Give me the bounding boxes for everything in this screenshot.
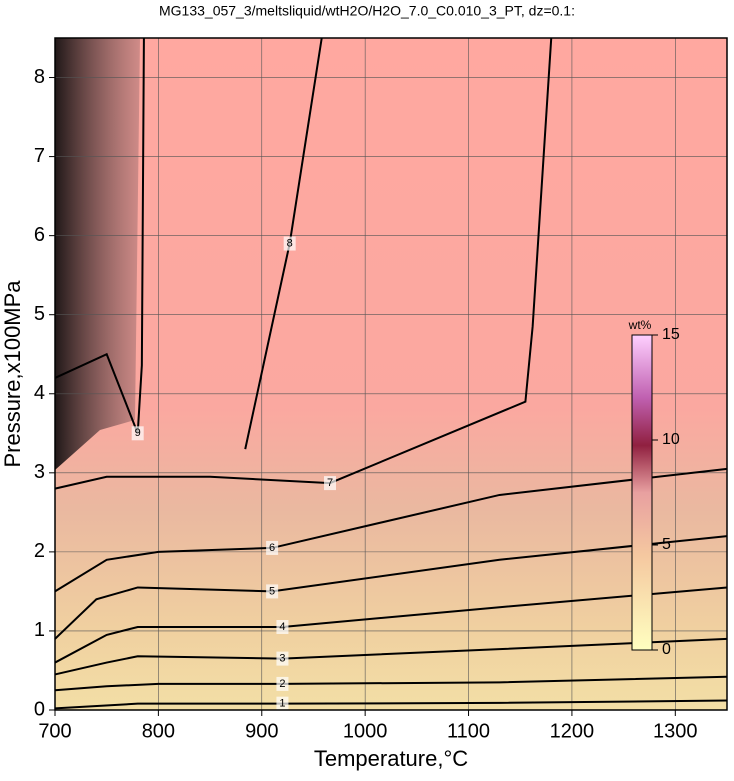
- y-tick-label: 7: [34, 145, 45, 167]
- contour-line: [54, 586, 728, 664]
- contour-label: 2: [279, 678, 285, 690]
- contour-line: [54, 467, 728, 593]
- contour-label-bg: [276, 619, 289, 634]
- y-axis-label: Pressure,x100MPa: [0, 280, 25, 468]
- colorbar-label: wt%: [628, 318, 652, 332]
- contour-label: 4: [279, 621, 285, 633]
- grid: [54, 38, 727, 711]
- contour-label-bg: [283, 236, 296, 251]
- contour-label: 7: [327, 477, 333, 489]
- colorbar: [631, 334, 653, 651]
- colorbar-tick-label: 0: [662, 641, 671, 658]
- y-tick-label: 1: [34, 619, 45, 641]
- contour-label-bg: [266, 584, 279, 599]
- contour-line: [54, 637, 728, 676]
- x-tick-label: 1000: [343, 720, 388, 742]
- plot-frame: [54, 37, 728, 711]
- colorbar-tick-label: 10: [662, 431, 680, 448]
- contour-label-bg: [131, 426, 144, 441]
- contour-label: 9: [135, 427, 141, 439]
- y-tick-label: 6: [34, 224, 45, 246]
- y-tick-label: 0: [34, 698, 45, 720]
- y-tick-label: 3: [34, 461, 45, 483]
- chart-title: MG133_057_3/meltsliquid/wtH2O/H2O_7.0_C0…: [159, 3, 575, 19]
- contours: 1 2 3 4 5 6 7 8 9: [54, 37, 728, 711]
- x-tick-label: 900: [245, 720, 278, 742]
- contour-label: 3: [279, 653, 285, 665]
- x-tick-label: 700: [38, 720, 71, 742]
- x-tick-label: 800: [142, 720, 175, 742]
- contour-label: 8: [287, 237, 293, 249]
- y-tick-label: 2: [34, 540, 45, 562]
- y-tick-label: 8: [34, 66, 45, 88]
- y-tick-label: 5: [34, 303, 45, 325]
- colorbar-tick-label: 5: [662, 536, 671, 553]
- contour-label-bg: [324, 476, 337, 491]
- contour-label: 1: [279, 698, 285, 710]
- contour-line: [54, 675, 728, 692]
- contour-label-bg: [266, 540, 279, 555]
- dark-region: [55, 38, 140, 470]
- x-tick-label: 1200: [550, 720, 595, 742]
- y-tick-label: 4: [34, 382, 45, 404]
- contour-label: 6: [269, 542, 275, 554]
- colorbar-tick-label: 15: [662, 326, 680, 343]
- contour-line: [54, 535, 728, 640]
- x-tick-label: 1300: [653, 720, 698, 742]
- contour-label: 5: [269, 585, 275, 597]
- contour-label-bg: [276, 696, 289, 711]
- x-axis-label: Temperature,°C: [314, 746, 468, 771]
- x-tick-label: 1100: [447, 720, 490, 742]
- contour-label-bg: [276, 651, 289, 666]
- plot-background: [55, 38, 727, 710]
- contour-label-bg: [276, 676, 289, 691]
